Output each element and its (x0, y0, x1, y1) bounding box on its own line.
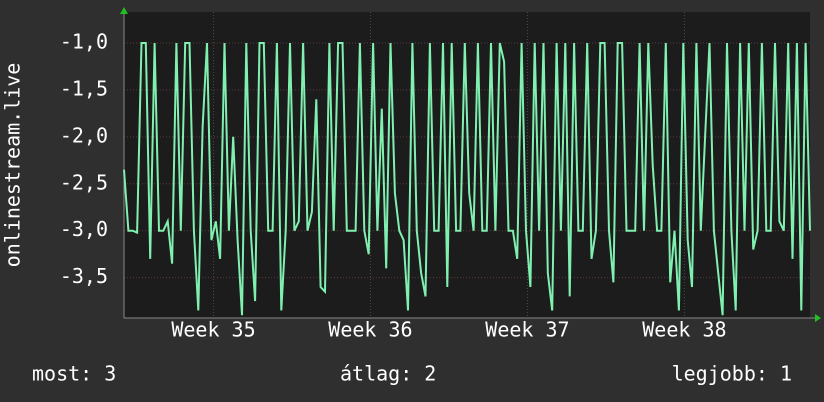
y-tick-label: -2,0 (60, 123, 108, 147)
y-tick-label: -1,0 (60, 29, 108, 53)
x-tick-label: Week 35 (171, 318, 255, 342)
y-tick-label: -3,5 (60, 264, 108, 288)
y-arrow (120, 7, 128, 14)
x-arrow (815, 314, 821, 322)
x-tick-label: Week 38 (642, 318, 726, 342)
footer-average: átlag: 2 (340, 362, 436, 386)
y-axis-label: onlinestream.live (1, 63, 25, 268)
footer-best: legjobb: 1 (672, 362, 792, 386)
y-tick-label: -2,5 (60, 170, 108, 194)
y-tick-label: -1,5 (60, 76, 108, 100)
footer-current: most: 3 (32, 362, 116, 386)
x-tick-label: Week 36 (328, 318, 412, 342)
data-line (123, 42, 811, 316)
x-tick-label: Week 37 (485, 318, 569, 342)
y-tick-label: -3,0 (60, 217, 108, 241)
